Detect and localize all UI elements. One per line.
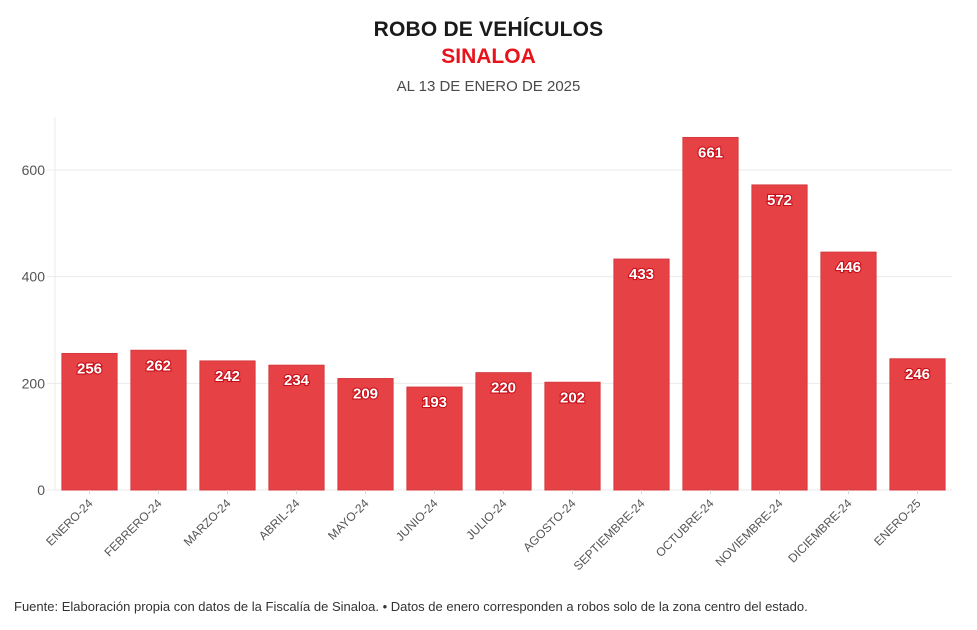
bar [820,251,877,491]
bar-value-label: 220 [491,380,516,397]
y-tick-label: 400 [22,269,46,285]
bar [751,184,808,491]
x-tick-label: MAYO-24 [325,496,372,543]
y-tick-label: 200 [22,375,46,391]
x-tick-label: OCTUBRE-24 [653,496,717,560]
bar [130,349,187,491]
bar [613,258,670,491]
source-note: Fuente: Elaboración propia con datos de … [14,599,808,614]
bar [682,136,739,491]
bar-value-label: 202 [560,389,585,406]
bar-chart: 0 200 400 600 256 262 242 234 209 193 220 202 433 66… [22,117,952,573]
chart-title: ROBO DE VEHÍCULOS [373,18,604,41]
x-tick-label: FEBRERO-24 [101,496,164,559]
bar [475,372,532,491]
bar-value-label: 433 [629,266,654,283]
bar-value-label: 572 [767,192,792,209]
y-axis-ticks: 0 200 400 600 [22,162,46,498]
bar-value-label: 209 [353,386,378,403]
bar-value-label: 234 [284,372,310,389]
bar-labels: 256 262 242 234 209 193 220 202 433 661 572 446 246 [76,143,931,412]
x-tick-label: ABRIL-24 [256,496,303,543]
bar [61,352,118,491]
x-tick-label: JUNIO-24 [393,496,441,544]
bar-value-label: 193 [422,394,447,411]
bar-value-label: 661 [698,144,723,161]
bar [337,378,394,491]
bars [61,136,946,491]
x-axis-ticks: ENERO-24 FEBRERO-24 MARZO-24 ABRIL-24 MAYO-2… [43,490,924,573]
x-tick-label: NOVIEMBRE-24 [713,496,786,569]
bar [268,364,325,491]
bar [406,386,463,491]
x-tick-label: JULIO-24 [463,496,509,542]
x-tick-label: ENERO-25 [871,496,924,549]
x-tick-label: ENERO-24 [43,496,96,549]
x-tick-label: SEPTIEMBRE-24 [571,496,648,573]
y-tick-label: 0 [37,482,45,498]
bar-value-label: 446 [836,259,861,276]
chart-date: AL 13 DE ENERO DE 2025 [396,78,581,95]
bar [889,358,946,491]
x-tick-label: AGOSTO-24 [520,496,579,555]
bar-value-label: 256 [77,360,102,377]
bar-value-label: 262 [146,357,171,374]
chart-subtitle: SINALOA [441,45,536,68]
x-tick-label: DICIEMBRE-24 [785,496,855,566]
bar [544,381,601,491]
bar-value-label: 242 [215,368,240,385]
bar-value-label: 246 [905,366,930,383]
y-tick-label: 600 [22,162,46,178]
x-tick-label: MARZO-24 [181,496,234,549]
